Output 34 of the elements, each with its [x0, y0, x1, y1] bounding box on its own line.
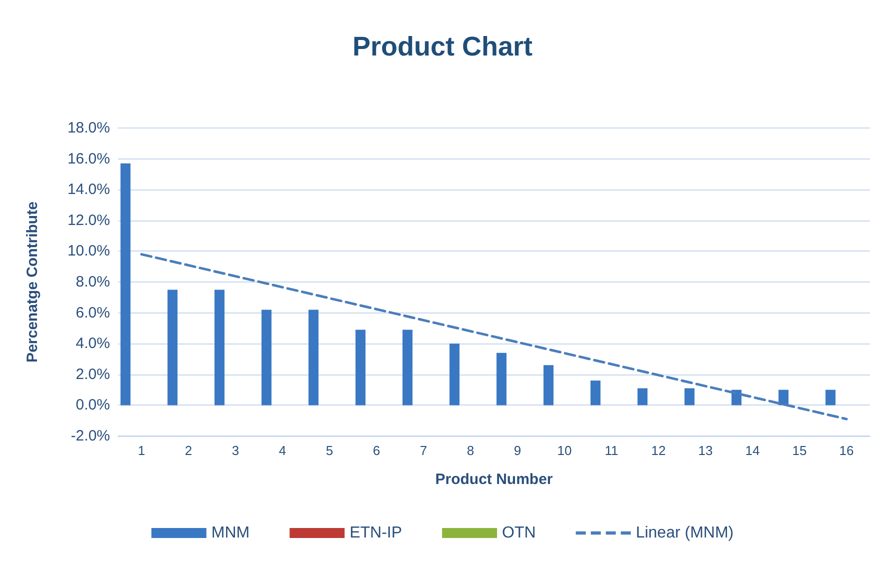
x-tick-label: 15: [792, 443, 807, 458]
x-tick-label: 4: [278, 443, 286, 458]
y-tick-label: 18.0%: [67, 120, 110, 136]
x-tick-label: 9: [514, 443, 522, 458]
x-tick-label: 1: [138, 443, 146, 458]
x-tick-label: 7: [420, 443, 428, 458]
x-tick-label: 6: [372, 443, 380, 458]
y-tick-label: 6.0%: [76, 304, 110, 322]
y-tick-label: 16.0%: [67, 150, 110, 168]
legend-label: MNM: [211, 524, 250, 542]
y-tick-label: 2.0%: [76, 366, 110, 383]
y-tick-label: -2.0%: [70, 428, 110, 444]
y-tick-label: 0.0%: [76, 396, 110, 414]
x-tick-label: 5: [326, 443, 334, 458]
x-tick-label: 3: [232, 443, 240, 458]
y-tick-label: 8.0%: [76, 274, 110, 290]
y-tick-label: 4.0%: [76, 335, 110, 352]
legend-label: Linear (MNM): [636, 524, 734, 542]
chart-title: Product Chart: [352, 32, 533, 62]
x-tick-label: 14: [745, 443, 760, 458]
x-axis-title: Product Number: [435, 471, 553, 488]
legend-label: OTN: [502, 524, 536, 542]
x-tick-label: 10: [557, 443, 572, 458]
x-tick-label: 11: [604, 443, 618, 458]
x-tick-label: 13: [698, 443, 713, 458]
x-tick-label: 12: [651, 443, 666, 458]
y-axis-title: Percenatge Contribute: [24, 202, 41, 362]
y-tick-label: 14.0%: [67, 181, 110, 198]
x-tick-label: 2: [184, 443, 192, 458]
legend-label: ETN-IP: [350, 524, 402, 542]
y-tick-label: 12.0%: [67, 212, 110, 229]
y-tick-label: 10.0%: [67, 242, 110, 260]
x-tick-label: 8: [466, 443, 474, 458]
x-tick-label: 16: [839, 443, 854, 458]
